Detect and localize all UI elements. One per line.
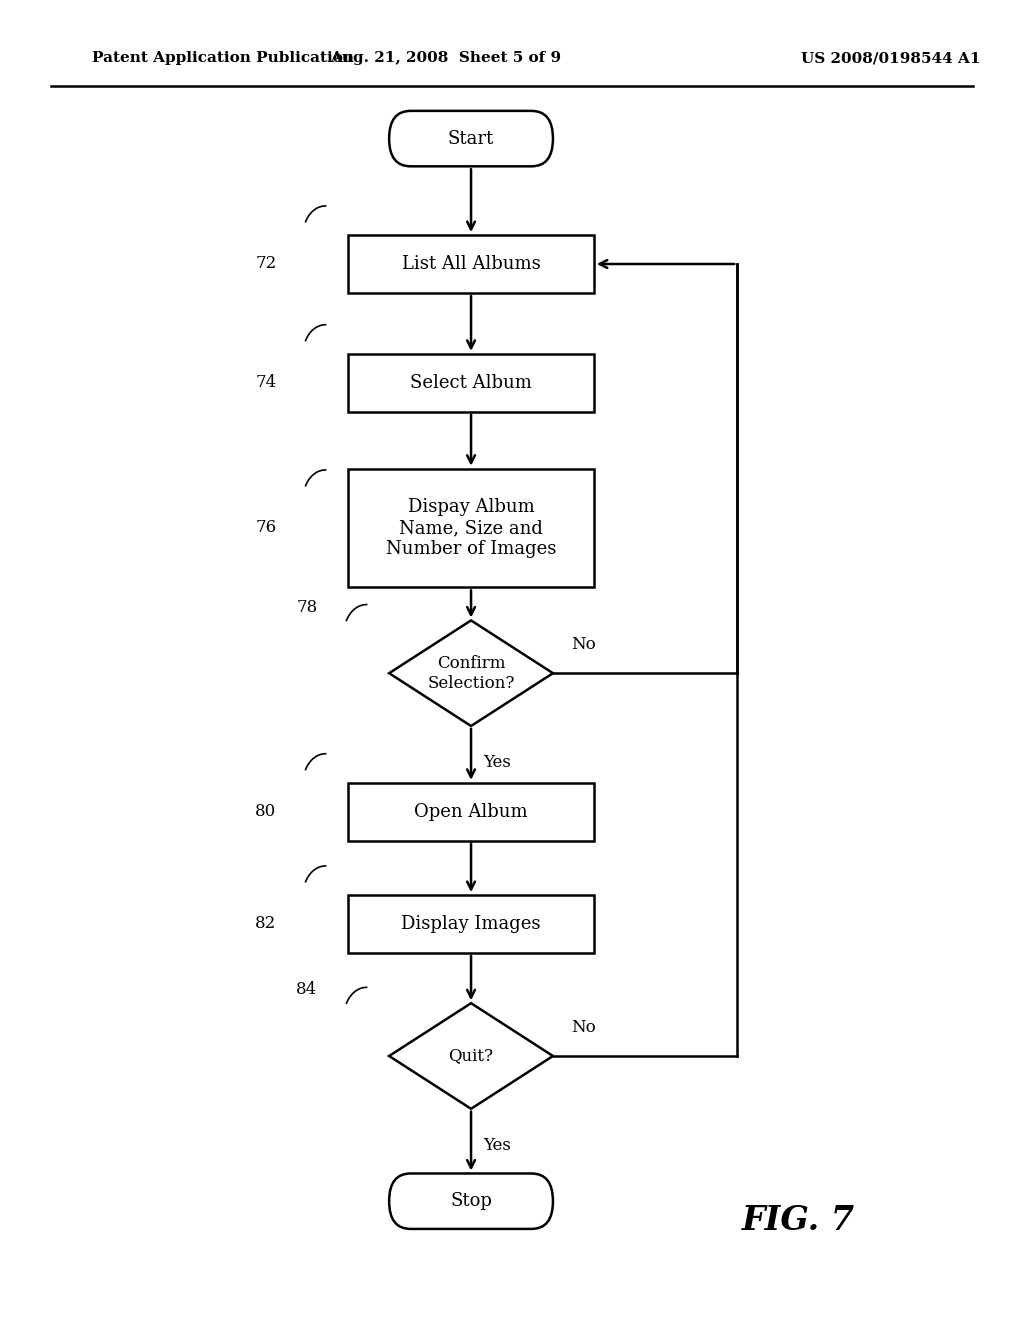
Polygon shape	[389, 620, 553, 726]
Text: 76: 76	[255, 520, 276, 536]
Text: Yes: Yes	[482, 1138, 511, 1154]
Text: 82: 82	[255, 916, 276, 932]
Text: 84: 84	[296, 982, 317, 998]
Text: Patent Application Publication: Patent Application Publication	[92, 51, 354, 65]
Text: List All Albums: List All Albums	[401, 255, 541, 273]
Text: Aug. 21, 2008  Sheet 5 of 9: Aug. 21, 2008 Sheet 5 of 9	[330, 51, 561, 65]
Text: No: No	[571, 1019, 596, 1036]
Text: No: No	[571, 636, 596, 653]
Bar	[348, 469, 594, 587]
Bar	[348, 354, 594, 412]
Text: US 2008/0198544 A1: US 2008/0198544 A1	[801, 51, 981, 65]
Bar	[348, 235, 594, 293]
Text: 72: 72	[255, 256, 276, 272]
Text: Quit?: Quit?	[449, 1048, 494, 1064]
Bar	[348, 895, 594, 953]
FancyBboxPatch shape	[389, 111, 553, 166]
Text: Start: Start	[447, 129, 495, 148]
Polygon shape	[389, 1003, 553, 1109]
Text: 78: 78	[296, 599, 317, 615]
Text: Confirm
Selection?: Confirm Selection?	[427, 655, 515, 692]
FancyBboxPatch shape	[389, 1173, 553, 1229]
Text: Select Album: Select Album	[410, 374, 532, 392]
Text: Dispay Album
Name, Size and
Number of Images: Dispay Album Name, Size and Number of Im…	[386, 498, 556, 558]
Bar	[348, 783, 594, 841]
Text: 74: 74	[255, 375, 276, 391]
Text: Display Images: Display Images	[401, 915, 541, 933]
Text: 80: 80	[255, 804, 276, 820]
Text: FIG. 7: FIG. 7	[742, 1204, 855, 1238]
Text: Stop: Stop	[451, 1192, 492, 1210]
Text: Yes: Yes	[482, 755, 511, 771]
Text: Open Album: Open Album	[415, 803, 527, 821]
